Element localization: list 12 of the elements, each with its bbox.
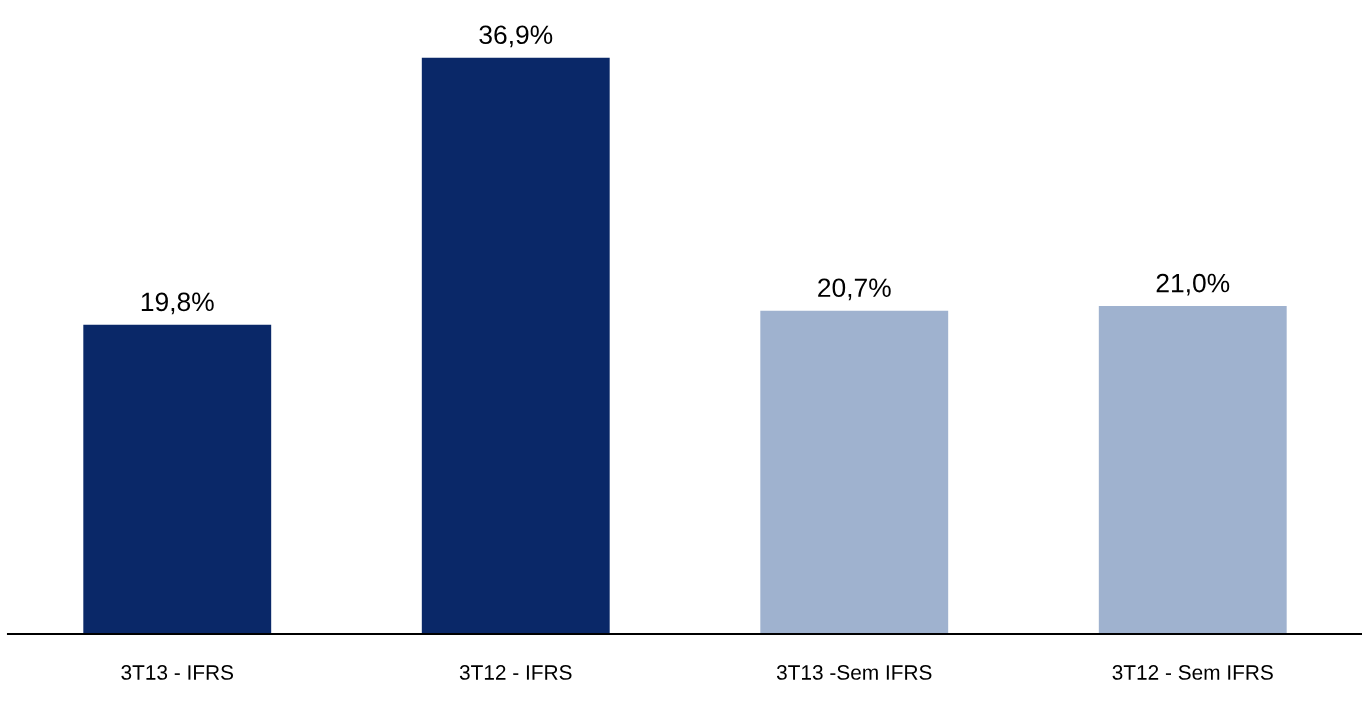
data-label: 36,9% <box>479 25 553 48</box>
bar <box>421 57 610 634</box>
bar <box>760 310 949 634</box>
data-label: 19,8% <box>141 292 214 315</box>
x-tick-label: 3T13 -Sem IFRS <box>776 665 932 680</box>
x-tick-label: 3T12 - Sem IFRS <box>1112 665 1273 680</box>
x-tick-label: 3T13 - IFRS <box>121 665 234 680</box>
x-tick-label: 3T12 - IFRS <box>459 665 572 680</box>
data-label: 20,7% <box>818 278 891 301</box>
bar <box>83 324 272 634</box>
bar <box>1098 305 1287 634</box>
data-label: 21,0% <box>1156 273 1230 296</box>
